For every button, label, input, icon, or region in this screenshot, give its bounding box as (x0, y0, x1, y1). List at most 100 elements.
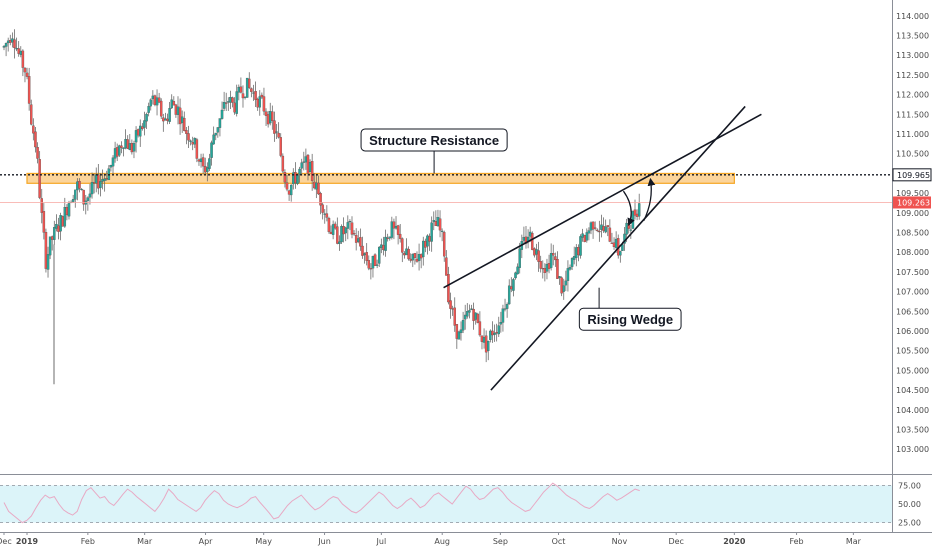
candle-up (164, 118, 167, 121)
candle-up (99, 181, 102, 188)
candle-up (15, 48, 18, 50)
price-tick-label: 105.000 (896, 366, 929, 375)
candle-up (570, 258, 574, 267)
candle-up (74, 189, 77, 200)
price-tick-label: 108.000 (896, 248, 929, 257)
candle-down (342, 226, 345, 235)
candle-down (396, 225, 400, 235)
candle-up (216, 127, 220, 133)
candle-down (447, 274, 450, 303)
callout-rising-wedge[interactable]: Rising Wedge (578, 287, 682, 331)
candle-up (86, 197, 90, 201)
price-tick-label: 106.000 (896, 327, 929, 336)
candle-down (241, 93, 245, 99)
candle-down (583, 235, 586, 243)
candle-up (55, 223, 58, 229)
candle-up (535, 249, 538, 255)
candle-down (153, 95, 157, 105)
candle-up (371, 255, 375, 269)
candle-up (53, 227, 56, 240)
candle-up (214, 132, 217, 136)
candle-up (268, 111, 272, 124)
candle-up (619, 251, 622, 256)
price-tick-label: 107.500 (896, 268, 929, 277)
candle-up (384, 236, 387, 251)
candle-down (306, 154, 310, 174)
time-tick-label: 2019 (16, 537, 39, 546)
candle-up (67, 203, 71, 217)
candle-down (537, 250, 540, 262)
candle-up (48, 236, 52, 256)
candle-down (428, 236, 431, 242)
price-tick-label: 112.000 (896, 91, 929, 100)
wedge-upper-trendline[interactable] (443, 113, 762, 289)
candle-down (552, 253, 555, 256)
candle-up (168, 108, 171, 122)
price-tick-label: 103.000 (896, 445, 929, 454)
candle-up (111, 157, 115, 167)
candle-down (480, 335, 484, 342)
candle-down (23, 67, 27, 73)
candle-up (258, 96, 262, 108)
price-tick-label: 105.500 (896, 347, 929, 356)
candle-down (34, 131, 37, 148)
candle-down (445, 257, 448, 276)
time-tick-label: Jul (376, 537, 387, 546)
candle-down (510, 286, 513, 290)
candle-up (388, 236, 391, 239)
candle-up (528, 231, 532, 237)
candle-down (401, 238, 404, 253)
candle-down (352, 233, 356, 235)
wedge-lower-trendline[interactable] (490, 105, 746, 391)
resistance-zone[interactable] (26, 172, 735, 184)
candle-down (382, 245, 385, 251)
candle-down (17, 48, 20, 54)
candle-up (11, 38, 14, 43)
candle-down (554, 256, 557, 261)
candle-up (461, 319, 465, 331)
candle-up (189, 140, 192, 142)
candlestick-series (2, 29, 641, 363)
candle-down (598, 231, 601, 233)
price-tick-label: 110.500 (896, 150, 929, 159)
candle-down (329, 231, 333, 235)
candle-up (579, 236, 582, 256)
candle-up (522, 237, 526, 241)
candle-up (6, 40, 10, 44)
candle-up (222, 102, 226, 109)
candle-up (585, 232, 589, 241)
candle-down (547, 263, 551, 269)
candle-up (405, 248, 408, 256)
price-axis[interactable]: 103.000 103.500 104.000 104.500 105.000 105.5… (896, 12, 929, 454)
candle-down (484, 335, 488, 353)
resistance-price-tag: 109.965 (892, 168, 932, 182)
price-tag-label: 109.965 (897, 171, 930, 180)
candle-up (457, 331, 461, 340)
curved-arrow-up (643, 177, 656, 222)
time-axis[interactable]: Dec 2019 Feb Mar Apr May Jun Jul Aug Sep Oct Nov Dec… (0, 532, 862, 546)
candle-down (596, 229, 599, 231)
candle-down (166, 118, 169, 121)
candle-up (308, 161, 312, 173)
candle-up (229, 96, 232, 103)
candle-down (359, 237, 362, 247)
candle-up (503, 308, 507, 310)
candle-up (505, 304, 509, 309)
price-tick-label: 109.000 (896, 209, 929, 218)
candle-up (103, 178, 106, 181)
candle-up (143, 120, 146, 128)
candle-up (589, 222, 593, 231)
candle-up (581, 233, 584, 238)
price-tick-label: 114.000 (896, 12, 929, 21)
candle-down (350, 222, 354, 235)
candle-up (243, 96, 247, 98)
candle-up (637, 203, 641, 217)
candle-up (558, 276, 561, 278)
candle-down (635, 213, 639, 217)
candle-down (21, 50, 25, 68)
candle-up (132, 143, 136, 152)
candle-up (4, 43, 8, 47)
callout-structure-resistance[interactable]: Structure Resistance (360, 128, 508, 174)
price-tick-label: 109.500 (896, 189, 929, 198)
candle-down (593, 227, 597, 229)
